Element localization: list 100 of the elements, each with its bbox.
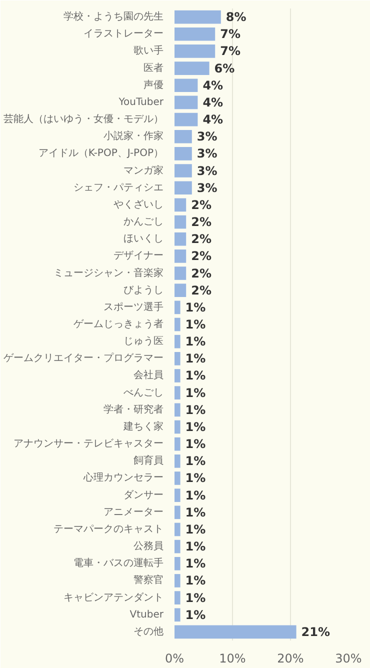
y-tick-label: アイドル（K-POP、J-POP） xyxy=(38,148,164,160)
y-tick-label: YouTuber xyxy=(118,96,164,108)
y-tick-label: Vtuber xyxy=(130,609,164,620)
y-tick-label: シェフ・パティシエ xyxy=(74,182,164,194)
bar xyxy=(174,250,186,263)
bar xyxy=(174,574,180,588)
y-tick-label: やくざいし xyxy=(114,199,164,210)
y-tick-label: 建ちく家 xyxy=(122,420,164,432)
bar xyxy=(174,625,296,639)
y-tick-label: 会社員 xyxy=(134,369,164,382)
data-label: 7% xyxy=(220,27,240,42)
y-tick-label: 心理カウンセラー xyxy=(82,472,164,484)
data-label: 1% xyxy=(185,454,206,468)
data-label: 2% xyxy=(191,215,212,230)
data-label: 1% xyxy=(185,488,206,502)
bar xyxy=(174,147,192,160)
bar xyxy=(174,334,180,348)
bar xyxy=(174,96,198,110)
bar xyxy=(174,556,180,570)
x-tick-label: 20% xyxy=(277,652,304,666)
bar xyxy=(174,352,180,366)
data-label: 2% xyxy=(191,249,212,264)
bar xyxy=(174,540,180,554)
data-label: 2% xyxy=(191,266,212,280)
y-tick-label: 学校・ようち園の先生 xyxy=(64,10,164,23)
y-tick-label: イラストレーター xyxy=(84,28,164,40)
y-tick-label: ほいくし xyxy=(124,234,164,245)
bar xyxy=(174,454,180,468)
x-tick-label: 10% xyxy=(219,652,246,666)
bar xyxy=(174,437,180,451)
data-label: 21% xyxy=(301,624,330,639)
bar xyxy=(174,10,221,24)
y-tick-label: 警察官 xyxy=(134,574,164,586)
y-tick-label: じゅう医 xyxy=(124,336,164,348)
y-tick-label: べんごし xyxy=(124,387,164,398)
data-label: 1% xyxy=(185,608,206,622)
data-label: 3% xyxy=(196,180,218,195)
bar xyxy=(174,232,186,246)
bar xyxy=(174,198,186,212)
bar xyxy=(174,522,180,536)
data-label: 1% xyxy=(185,574,206,588)
data-label: 2% xyxy=(191,283,212,298)
y-tick-label: 公務員 xyxy=(134,540,164,552)
y-tick-label: 学者・研究者 xyxy=(104,403,164,416)
bar xyxy=(174,318,180,332)
data-label: 4% xyxy=(202,78,224,92)
data-label: 1% xyxy=(185,334,206,349)
data-label: 1% xyxy=(185,505,206,520)
bar xyxy=(174,164,192,178)
data-label: 1% xyxy=(185,368,206,383)
y-tick-label: かんごし xyxy=(124,216,164,228)
bar xyxy=(174,27,216,41)
data-label: 3% xyxy=(196,130,218,144)
bar xyxy=(174,112,198,126)
bar xyxy=(174,488,180,502)
bar xyxy=(174,78,198,92)
data-label: 6% xyxy=(214,61,235,76)
data-label: 1% xyxy=(185,402,206,417)
y-tick-label: 飼育員 xyxy=(134,454,164,467)
data-label: 1% xyxy=(185,556,206,571)
y-tick-label: アナウンサー・テレビキャスター xyxy=(14,438,164,450)
bar xyxy=(174,130,192,144)
bar xyxy=(174,591,180,604)
bar xyxy=(174,420,180,434)
bar xyxy=(174,608,180,622)
bar xyxy=(174,215,186,229)
bar xyxy=(174,300,180,314)
bar xyxy=(174,369,180,382)
y-tick-label: 医者 xyxy=(144,62,164,74)
data-label: 3% xyxy=(196,146,218,161)
y-tick-label: アニメーター xyxy=(104,506,164,518)
data-label: 1% xyxy=(185,522,206,536)
y-tick-label: 声優 xyxy=(144,78,164,91)
bar xyxy=(174,62,210,75)
y-tick-label: ゲームクリエイター・プログラマー xyxy=(4,352,164,364)
y-tick-label: 歌い手 xyxy=(134,44,164,57)
y-tick-label: ミュージシャン・音楽家 xyxy=(54,266,164,279)
data-label: 4% xyxy=(202,112,224,127)
y-tick-label: スポーツ選手 xyxy=(104,300,164,313)
y-tick-label: マンガ家 xyxy=(124,164,164,176)
data-label: 2% xyxy=(191,198,212,212)
data-label: 1% xyxy=(185,540,206,554)
bar xyxy=(174,181,192,195)
y-tick-label: キャビンアテンダント xyxy=(64,591,164,604)
y-tick-label: 小説家・作家 xyxy=(104,130,164,142)
y-tick-label: びようし xyxy=(124,284,164,296)
data-label: 8% xyxy=(226,10,246,24)
y-tick-label: 芸能人（はいゆう・女優・モデル） xyxy=(4,113,164,126)
data-label: 1% xyxy=(185,300,206,314)
bar xyxy=(174,403,180,417)
x-tick-label: 0% xyxy=(164,652,184,666)
data-label: 1% xyxy=(185,318,206,332)
data-label: 1% xyxy=(185,437,206,452)
y-tick-label: ダンサー xyxy=(124,488,164,501)
bar xyxy=(174,284,186,297)
bar xyxy=(174,266,186,280)
data-label: 4% xyxy=(202,95,224,110)
bar xyxy=(174,44,216,58)
y-tick-label: 電車・バスの運転手 xyxy=(74,557,164,570)
bar xyxy=(174,506,180,520)
